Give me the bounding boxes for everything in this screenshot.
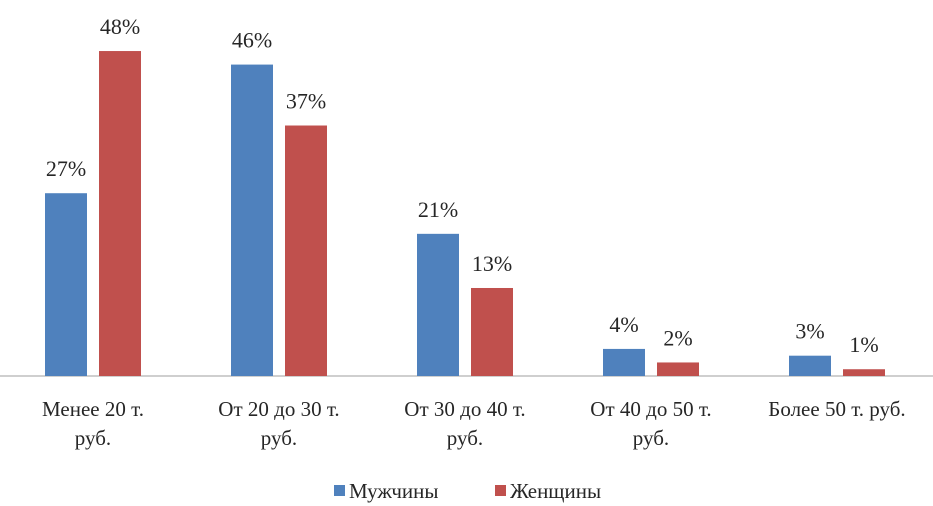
data-label: 1% <box>849 332 878 357</box>
bar <box>45 193 87 376</box>
category-label: Менее 20 т. <box>42 397 144 421</box>
data-label: 13% <box>472 251 512 276</box>
category-labels-group: Менее 20 т. руб. От 20 до 30 т. руб. От 30 д… <box>42 397 906 450</box>
category-label: От 20 до 30 т. <box>218 397 339 421</box>
data-label: 37% <box>286 89 326 114</box>
bar <box>417 233 459 376</box>
legend-swatch <box>495 485 506 496</box>
data-label: 3% <box>795 319 824 344</box>
category-label: Более 50 т. руб. <box>768 397 905 421</box>
legend-swatch <box>334 485 345 496</box>
category-label: руб. <box>261 426 297 450</box>
data-label: 48% <box>100 14 140 39</box>
bar <box>471 287 513 376</box>
category-label: От 30 до 40 т. <box>404 397 525 421</box>
category-label: руб. <box>633 426 669 450</box>
bars-group <box>45 51 885 376</box>
bar <box>231 64 273 376</box>
bar <box>843 369 885 376</box>
data-label: 27% <box>46 156 86 181</box>
bar <box>99 51 141 376</box>
bar <box>657 362 699 376</box>
legend-label: Мужчины <box>349 479 439 503</box>
data-label: 46% <box>232 28 272 53</box>
legend-label: Женщины <box>510 479 601 503</box>
category-label: руб. <box>75 426 111 450</box>
data-label: 4% <box>609 312 638 337</box>
legend: Мужчины Женщины <box>334 479 601 503</box>
bar <box>603 348 645 376</box>
category-label: руб. <box>447 426 483 450</box>
bar <box>789 355 831 376</box>
category-label: От 40 до 50 т. <box>590 397 711 421</box>
data-label: 21% <box>418 197 458 222</box>
bar <box>285 125 327 376</box>
data-label: 2% <box>663 325 692 350</box>
value-labels-group: 27% 48% 46% 37% 21% 13% 4% 2% 3% 1% <box>46 14 879 357</box>
